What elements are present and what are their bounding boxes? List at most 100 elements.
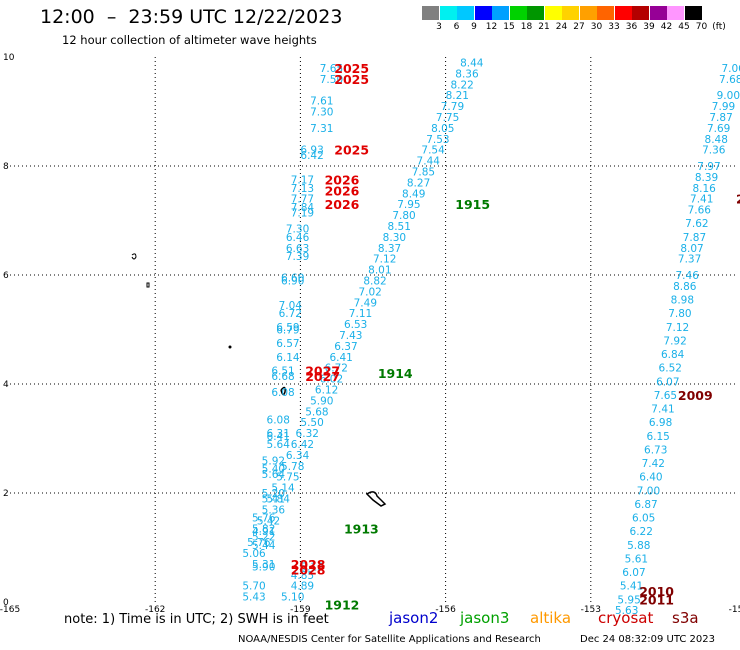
time-label: 2011: [639, 592, 674, 607]
swh-value: 7.68: [719, 74, 740, 86]
swh-value: 7.95: [397, 199, 420, 211]
colorbar-label: 24: [555, 22, 568, 32]
y-tick-label: 6: [3, 271, 9, 281]
swh-value: 8.16: [692, 183, 716, 195]
swh-value: 7.12: [373, 254, 396, 266]
swh-value: 7.06: [721, 63, 740, 75]
x-tick-label: -156: [435, 605, 456, 615]
swh-value: 6.93: [300, 145, 323, 157]
swh-value: 7.42: [642, 458, 665, 470]
colorbar-cell: [649, 6, 667, 20]
swh-value: 6.37: [334, 341, 357, 353]
swh-value: 5.68: [305, 406, 328, 418]
swh-value: 4.85: [291, 570, 314, 582]
x-tick-label: -159: [290, 605, 311, 615]
swh-value: 5.06: [242, 548, 266, 560]
colorbar-label: 6: [453, 22, 460, 32]
swh-value: 5.61: [625, 553, 648, 565]
swh-value: 6.57: [276, 338, 299, 350]
swh-value: 6.68: [271, 371, 294, 383]
colorbar-label: 3: [436, 22, 442, 32]
swh-value: 6.32: [296, 428, 319, 440]
swh-value: 6.63: [286, 243, 309, 255]
swh-value: 6.07: [656, 376, 679, 388]
colorbar-label: 21: [538, 22, 550, 32]
island-outline: [280, 386, 286, 396]
swh-value: 5.31: [252, 559, 275, 571]
swh-value: 7.85: [412, 166, 435, 178]
swh-value: 5.70: [242, 581, 265, 593]
colorbar-label: 42: [660, 22, 673, 32]
swh-value: 7.84: [291, 202, 315, 214]
swh-value: 7.19: [291, 207, 314, 219]
swh-value: 7.44: [417, 156, 441, 168]
swh-value: 8.98: [671, 295, 694, 307]
swh-value: 8.39: [695, 172, 718, 184]
colorbar-label: 36: [625, 22, 638, 32]
swh-value: 5.76: [247, 537, 271, 549]
colorbar-cell: [457, 6, 474, 20]
swh-value: 6.72: [279, 308, 302, 320]
swh-value: 5.13: [300, 562, 323, 574]
swh-value: 6.14: [276, 352, 300, 364]
time-label: 2026: [325, 173, 360, 188]
island-outline: [146, 282, 150, 288]
swh-value: 8.44: [460, 57, 484, 69]
swh-value: 5.64: [262, 469, 286, 481]
time-label: 2025: [334, 61, 369, 76]
swh-value: 5.41: [262, 493, 285, 505]
colorbar-label: 45: [678, 22, 690, 32]
colorbar-cell: [614, 6, 632, 20]
colorbar-label: 9: [471, 22, 477, 32]
swh-value: 4.89: [291, 581, 314, 593]
colorbar-label: 15: [503, 22, 515, 32]
swh-value: 5.76: [252, 513, 276, 525]
time-label: 2027: [305, 369, 340, 384]
swh-value: 7.69: [707, 123, 730, 135]
swh-value: 6.52: [659, 363, 682, 375]
swh-value: 5.88: [627, 540, 650, 552]
swh-value: 6.08: [267, 414, 290, 426]
y-tick-label: 8: [3, 162, 9, 172]
swh-value: 5.20: [262, 488, 285, 500]
swh-value: 8.86: [673, 281, 697, 293]
swh-value: 8.49: [402, 188, 425, 200]
colorbar-cell: [509, 6, 527, 20]
swh-value: 5.82: [252, 523, 275, 535]
swh-value: 6.72: [325, 363, 348, 375]
swh-value: 7.65: [320, 63, 343, 75]
swh-value: 7.04: [279, 300, 303, 312]
swh-value: 8.21: [446, 90, 469, 102]
swh-value: 6.34: [286, 450, 310, 462]
swh-value: 7.17: [291, 175, 314, 187]
time-label: 2025: [334, 72, 369, 87]
swh-value: 7.54: [421, 145, 445, 157]
swh-value: 7.62: [685, 218, 708, 230]
swh-value: 6.12: [315, 384, 338, 396]
time-label: 2028: [291, 557, 326, 572]
time-label: 2009: [678, 388, 713, 403]
swh-value: 5.95: [617, 594, 640, 606]
swh-value: 8.07: [680, 243, 703, 255]
swh-value: 8.30: [383, 232, 406, 244]
swh-value: 7.87: [709, 112, 732, 124]
swh-value: 5.90: [310, 395, 333, 407]
swh-value: 7.80: [668, 308, 691, 320]
time-label: 2027: [305, 363, 340, 378]
colorbar-label: 12: [485, 22, 498, 32]
x-tick-label: -153: [581, 605, 601, 615]
colorbar-cell: [579, 6, 597, 20]
swh-value: 5.50: [300, 417, 323, 429]
swh-value: 6.07: [622, 567, 645, 579]
swh-value: 6.90: [281, 275, 304, 287]
swh-value: 5.84: [267, 493, 291, 505]
swh-value: 6.40: [639, 472, 662, 484]
legend-s3a: s3a: [672, 609, 699, 627]
swh-value: 5.42: [257, 515, 280, 527]
swh-value: 5.36: [262, 504, 286, 516]
swh-value: 7.11: [349, 308, 372, 320]
swh-value: 8.51: [388, 221, 411, 233]
swh-value: 7.87: [683, 232, 706, 244]
swh-value: 6.53: [344, 319, 367, 331]
colorbar-label: 39: [643, 22, 655, 32]
